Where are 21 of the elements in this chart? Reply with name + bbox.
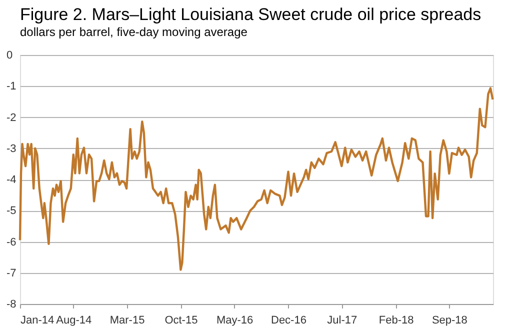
- x-tick-label: Feb-18: [378, 314, 414, 326]
- y-tick-label: -8: [6, 298, 16, 310]
- line-series: [18, 87, 494, 271]
- x-tick-label: Jul-17: [327, 314, 358, 326]
- y-tick-label: -2: [6, 112, 16, 124]
- x-tick-label: May-16: [216, 314, 254, 326]
- y-tick-label: -5: [6, 205, 16, 218]
- chart-title: Figure 2. Mars–Light Louisiana Sweet crude oil price spreads: [20, 5, 482, 24]
- chart-subtitle: dollars per barrel, five-day moving average: [20, 25, 248, 39]
- x-tick-label: Aug-14: [56, 314, 92, 326]
- y-tick-label: -7: [6, 267, 16, 280]
- x-tick-label: Sep-18: [432, 314, 468, 326]
- y-tick-label: -4: [6, 174, 16, 186]
- y-tick-label: -3: [6, 142, 16, 155]
- x-tick-label: Oct-15: [164, 314, 198, 326]
- y-tick-label: -1: [6, 80, 16, 93]
- x-tick-label: Jan-14: [20, 314, 54, 326]
- x-tick-label: Dec-16: [271, 314, 306, 326]
- x-tick-label: Mar-15: [110, 314, 145, 326]
- y-tick-label: 0: [6, 50, 13, 62]
- y-tick-label: -6: [6, 236, 16, 248]
